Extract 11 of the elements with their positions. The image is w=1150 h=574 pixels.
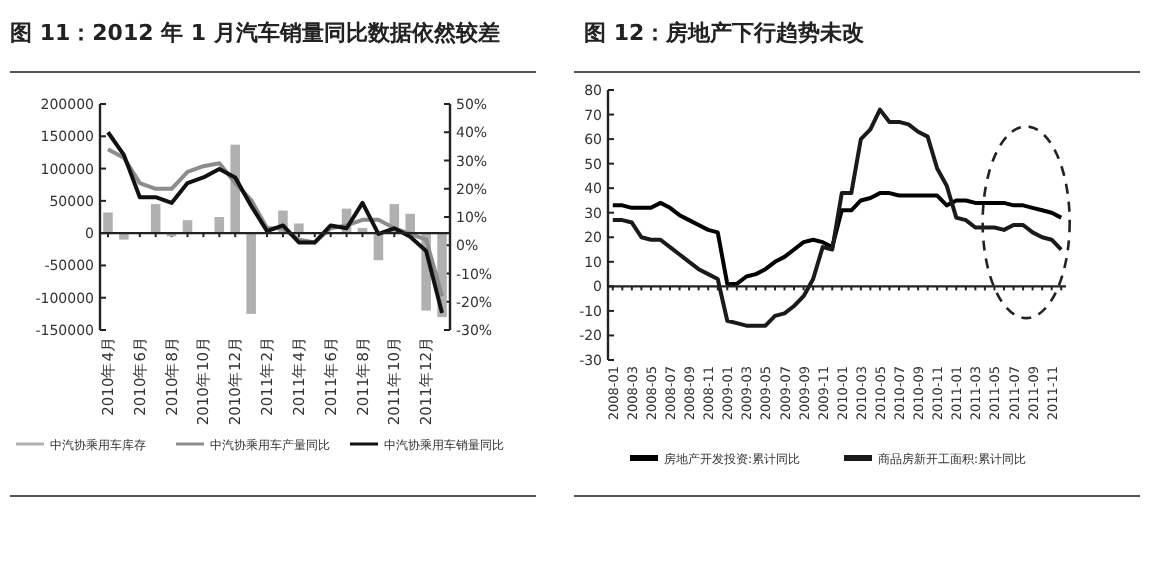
- line-series: [610, 191, 1064, 286]
- line-series: [105, 130, 445, 316]
- bar: [150, 204, 161, 234]
- bar: [294, 223, 304, 234]
- chart-title: 图 12：房地产下行趋势未改: [584, 20, 867, 46]
- bar: [405, 213, 415, 234]
- line-series: [105, 147, 445, 299]
- bar: [103, 212, 113, 234]
- bar: [246, 233, 256, 314]
- chart-title: 图 11：2012 年 1 月汽车销量同比数据依然较差: [10, 20, 500, 46]
- line-series: [610, 107, 1064, 328]
